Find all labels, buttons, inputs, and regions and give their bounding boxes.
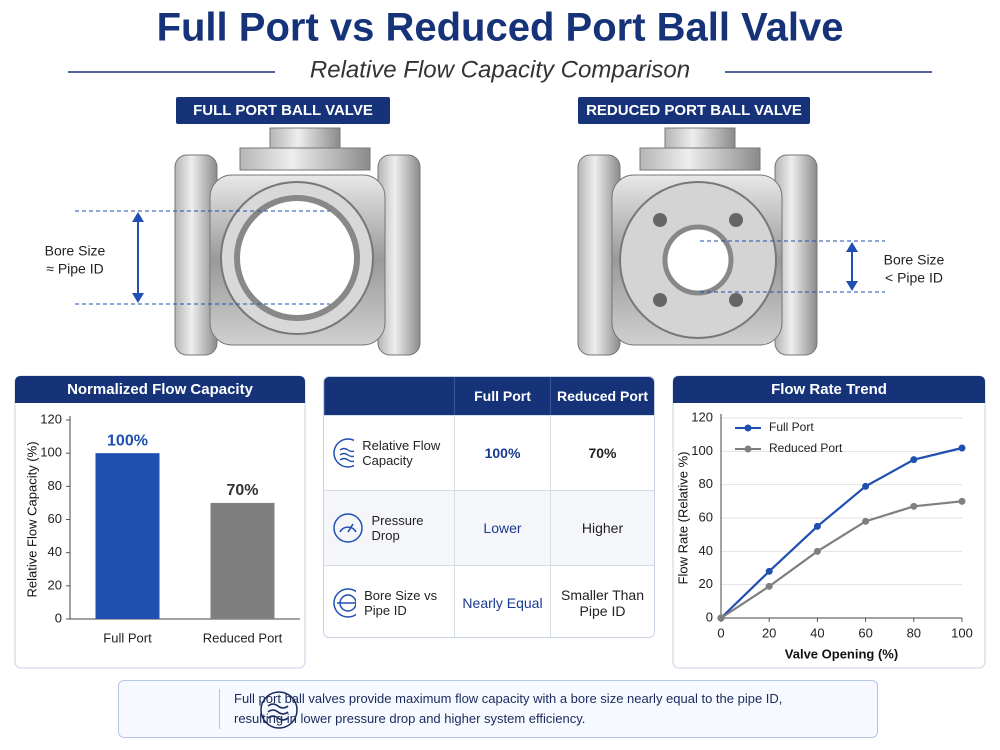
marker <box>765 582 773 590</box>
valve-label-bg <box>176 97 390 124</box>
table-row: Bore Size vs Pipe ID Nearly Equal Smalle… <box>324 565 654 637</box>
x-tick-label: 20 <box>762 625 776 640</box>
subtitle: Relative Flow Capacity Comparison <box>310 56 690 83</box>
cell: Lower <box>454 491 550 565</box>
chart-title: Flow Rate Trend <box>771 381 887 398</box>
row-label: Relative Flow Capacity <box>362 438 441 468</box>
header-cell <box>324 377 454 415</box>
x-tick-label: 40 <box>810 625 824 640</box>
row-label-cell: Pressure Drop <box>324 491 454 565</box>
valve-illustration <box>174 127 421 356</box>
y-tick-label: 20 <box>699 576 713 591</box>
row-label: Bore Size vs Pipe ID <box>364 588 438 618</box>
x-tick-label: Reduced Port <box>203 630 283 645</box>
annotation: ≈ Pipe ID <box>46 261 103 277</box>
cell: 70% <box>550 416 654 490</box>
y-tick-label: 100 <box>691 443 713 458</box>
y-tick-label: 60 <box>699 509 713 524</box>
chart-title: Normalized Flow Capacity <box>67 381 254 398</box>
valve-illustration <box>577 127 818 356</box>
legend-label: Full Port <box>769 420 814 434</box>
y-tick-label: 20 <box>48 577 62 592</box>
y-tick-label: 120 <box>691 409 713 424</box>
arrowheads <box>132 212 144 303</box>
table-row: Relative Flow Capacity 100% 70% <box>324 415 654 490</box>
header-cell: Reduced Port <box>550 377 654 415</box>
row-label: Pressure Drop <box>371 513 424 543</box>
marker <box>717 614 725 622</box>
panel-header <box>15 376 305 403</box>
line <box>720 500 963 619</box>
cell: Higher <box>550 491 654 565</box>
y-tick-label: 0 <box>706 609 713 624</box>
note-box: Full port ball valves provide maximum fl… <box>118 680 878 738</box>
x-tick-label: Full Port <box>103 630 152 645</box>
note-text: Full port ball valves provide maximum fl… <box>219 689 794 729</box>
arrowheads <box>846 242 858 291</box>
y-tick-label: 120 <box>40 411 62 426</box>
cell: Nearly Equal <box>454 566 550 637</box>
y-tick-label: 80 <box>699 476 713 491</box>
valve-label: FULL PORT BALL VALVE <box>193 102 373 119</box>
legend-marker <box>744 445 752 453</box>
marker <box>958 444 966 452</box>
x-tick-label: 0 <box>717 625 724 640</box>
panel-header <box>673 376 985 403</box>
x-tick-label: 80 <box>907 625 921 640</box>
cell: 100% <box>454 416 550 490</box>
x-tick-label: 60 <box>858 625 872 640</box>
x-tick-label: 100 <box>951 625 973 640</box>
y-axis-label: Flow Rate (Relative %) <box>675 452 690 585</box>
value-label: 70% <box>226 482 258 499</box>
value-label: 100% <box>107 432 148 449</box>
icon <box>260 691 298 729</box>
table-header: Full Port Reduced Port <box>324 377 654 415</box>
marker <box>813 547 821 555</box>
header-cell: Full Port <box>454 377 550 415</box>
marker <box>910 502 918 510</box>
annotation: Bore Size <box>884 252 945 268</box>
bar <box>210 502 275 619</box>
legend-label: Reduced Port <box>769 441 843 455</box>
marker <box>862 482 870 490</box>
row-label-cell: Relative Flow Capacity <box>324 416 454 490</box>
icon <box>333 438 355 468</box>
y-axis-label: Relative Flow Capacity (%) <box>24 441 39 597</box>
legend-marker <box>744 424 752 432</box>
bar <box>95 453 160 619</box>
marker <box>910 456 918 464</box>
icon <box>333 513 363 543</box>
y-tick-label: 100 <box>40 445 62 460</box>
annotation: < Pipe ID <box>885 270 943 286</box>
annotation: Bore Size <box>45 243 106 259</box>
marker <box>813 522 821 530</box>
y-tick-label: 40 <box>48 544 62 559</box>
panel <box>672 375 986 669</box>
y-tick-label: 80 <box>48 478 62 493</box>
cell: Smaller Than Pipe ID <box>550 566 654 637</box>
comparison-table: Full Port Reduced Port Relative Flow Cap… <box>323 376 655 638</box>
y-tick-label: 40 <box>699 543 713 558</box>
valve-label: REDUCED PORT BALL VALVE <box>586 102 802 119</box>
title: Full Port vs Reduced Port Ball Valve <box>157 6 844 50</box>
marker <box>765 567 773 575</box>
line <box>720 446 963 619</box>
marker <box>862 517 870 525</box>
valve-label-bg <box>578 97 810 124</box>
y-tick-label: 60 <box>48 511 62 526</box>
x-axis-label: Valve Opening (%) <box>785 646 898 661</box>
y-tick-label: 0 <box>55 610 62 625</box>
icon <box>333 588 357 618</box>
marker <box>958 497 966 505</box>
table-row: Pressure Drop Lower Higher <box>324 490 654 565</box>
row-label-cell: Bore Size vs Pipe ID <box>324 566 454 637</box>
